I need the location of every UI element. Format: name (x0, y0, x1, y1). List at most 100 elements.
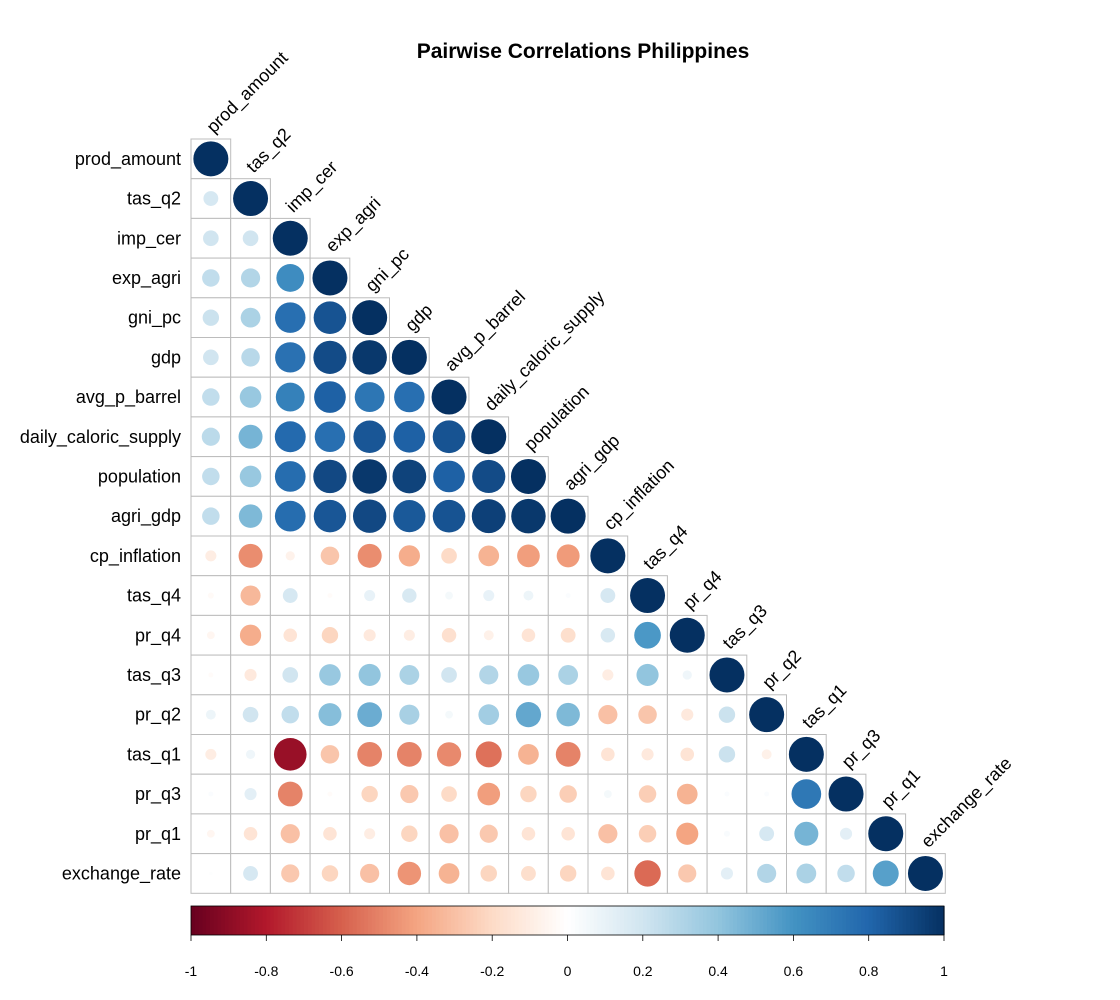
correlation-circle-pr_q2-imp_cer (281, 705, 299, 724)
colorbar-segment (910, 906, 915, 935)
colorbar-segment (921, 906, 926, 935)
colorbar-segment (804, 906, 810, 935)
colorbar-tick-label: -0.8 (254, 963, 278, 979)
correlation-circle-avg_p_barrel-imp_cer (275, 382, 305, 412)
correlation-circle-pr_q1-cp_inflation (598, 824, 618, 844)
colorbar-segment (224, 906, 230, 935)
colorbar-segment (563, 906, 569, 935)
colorbar-segment (281, 906, 286, 935)
column-label-tas_q2: tas_q2 (242, 124, 295, 177)
colorbar-segment (296, 906, 301, 935)
correlation-circle-population-gni_pc (352, 459, 387, 494)
correlation-circle-daily_caloric_supply-prod_amount (201, 427, 220, 446)
correlation-circle-exchange_rate-tas_q4 (634, 860, 661, 887)
correlation-circle-tas_q4-daily_caloric_supply (483, 590, 495, 602)
colorbar-segment (345, 906, 350, 935)
colorbar-segment (763, 906, 768, 935)
column-label-pr_q3: pr_q3 (838, 725, 885, 772)
colorbar-segment (612, 906, 618, 935)
colorbar-tick-label: 0.4 (708, 963, 728, 979)
correlation-circle-tas_q4-population (523, 590, 534, 601)
colorbar-segment (940, 906, 945, 935)
correlation-circle-population-imp_cer (274, 461, 306, 492)
colorbar-segment (827, 906, 832, 935)
colorbar-segment (744, 906, 749, 935)
colorbar-segment (770, 906, 776, 935)
colorbar-segment (853, 906, 859, 935)
colorbar-tick-label: -0.2 (480, 963, 504, 979)
correlation-circle-tas_q1-population (518, 744, 539, 765)
correlation-circle-cp_inflation-agri_gdp (556, 544, 580, 568)
correlation-circle-pr_q1-gdp (401, 825, 418, 842)
colorbar-segment (864, 906, 870, 935)
correlation-circle-exp_agri-tas_q2 (240, 268, 261, 288)
correlation-circle-tas_q1-gni_pc (357, 741, 383, 767)
colorbar-segment (906, 906, 911, 935)
colorbar-segment (383, 906, 388, 935)
colorbar-segment (465, 906, 471, 935)
correlation-circle-cp_inflation-cp_inflation (590, 538, 626, 574)
colorbar-segment (883, 906, 889, 935)
correlation-circle-pr_q1-prod_amount (206, 829, 215, 838)
correlation-circle-population-exp_agri (313, 459, 347, 494)
correlation-circle-pr_q4-daily_caloric_supply (483, 630, 494, 641)
colorbar-segment (450, 906, 456, 935)
correlation-circle-imp_cer-tas_q2 (242, 230, 259, 247)
correlation-circle-agri_gdp-gni_pc (352, 499, 387, 533)
colorbar-segment (695, 906, 700, 935)
colorbar-segment (194, 906, 200, 935)
colorbar-segment (917, 906, 923, 935)
correlation-circle-pr_q3-avg_p_barrel (441, 786, 457, 802)
correlation-circle-pr_q2-tas_q4 (638, 705, 657, 724)
colorbar-segment (431, 906, 437, 935)
column-label-tas_q1: tas_q1 (798, 680, 851, 733)
colorbar-segment (808, 906, 813, 935)
colorbar-segment (300, 906, 305, 935)
colorbar-segment (285, 906, 290, 935)
correlation-circle-pr_q4-imp_cer (283, 628, 298, 643)
correlation-circle-gdp-gdp (391, 339, 427, 375)
correlation-circle-exp_agri-imp_cer (276, 264, 305, 292)
colorbar-segment (469, 906, 474, 935)
correlation-circle-cp_inflation-daily_caloric_supply (478, 545, 500, 567)
row-label-exchange_rate: exchange_rate (62, 863, 181, 884)
colorbar-segment (492, 906, 497, 935)
colorbar-segment (480, 906, 486, 935)
correlation-circle-cp_inflation-avg_p_barrel (441, 548, 457, 564)
colorbar-segment (356, 906, 362, 935)
colorbar-segment (416, 906, 422, 935)
grid-cell (190, 376, 232, 418)
colorbar-segment (488, 906, 493, 935)
colorbar-segment (725, 906, 730, 935)
column-label-population: population (520, 382, 593, 455)
correlation-circle-tas_q4-cp_inflation (600, 588, 616, 603)
colorbar-segment (251, 906, 256, 935)
correlation-circle-gdp-imp_cer (275, 342, 306, 373)
colorbar-segment (386, 906, 392, 935)
correlation-circle-cp_inflation-tas_q2 (238, 543, 263, 568)
correlation-circle-pr_q3-exp_agri (327, 791, 333, 797)
correlation-circle-prod_amount-prod_amount (193, 141, 229, 177)
correlation-circle-tas_q3-avg_p_barrel (441, 667, 457, 683)
correlation-circle-tas_q4-avg_p_barrel (445, 591, 453, 600)
colorbar-segment (661, 906, 666, 935)
correlation-circle-pr_q1-gni_pc (364, 828, 376, 840)
correlation-circle-imp_cer-imp_cer (272, 220, 308, 256)
colorbar-segment (567, 906, 572, 935)
correlation-circle-pr_q1-pr_q4 (676, 822, 699, 845)
row-label-cp_inflation: cp_inflation (90, 546, 181, 567)
correlation-circle-daily_caloric_supply-daily_caloric_supply (471, 419, 507, 455)
colorbar-tick-label: 0.6 (784, 963, 804, 979)
colorbar-segment (654, 906, 659, 935)
correlation-circle-tas_q3-agri_gdp (558, 665, 579, 685)
correlation-circle-pr_q2-tas_q3 (718, 706, 736, 723)
colorbar-segment (367, 906, 373, 935)
correlation-circle-pr_q2-population (515, 702, 542, 728)
correlation-circle-agri_gdp-agri_gdp (550, 498, 586, 534)
colorbar-segment (793, 906, 798, 935)
colorbar-segment (443, 906, 448, 935)
colorbar-segment (571, 906, 576, 935)
row-label-tas_q1: tas_q1 (127, 744, 181, 765)
correlation-circle-population-tas_q2 (239, 465, 262, 488)
colorbar-segment (307, 906, 313, 935)
